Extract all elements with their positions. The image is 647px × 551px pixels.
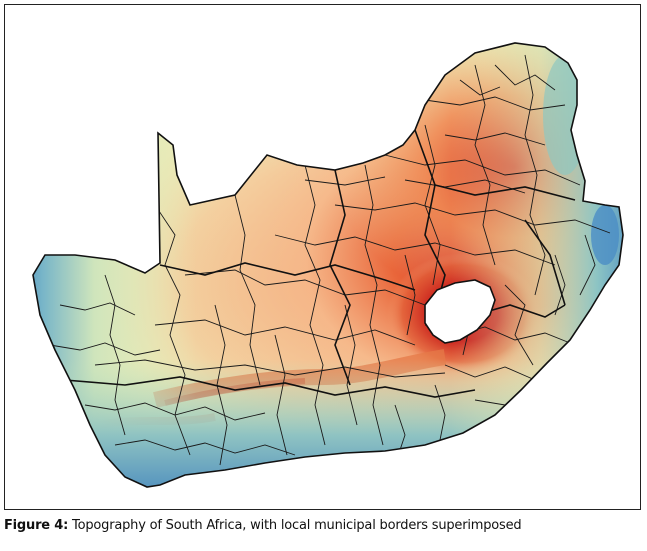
figure-caption-text: Topography of South Africa, with local m… (72, 518, 522, 533)
lesotho-enclave (424, 279, 496, 344)
figure-frame (4, 4, 641, 510)
figure-label: Figure 4: (4, 518, 69, 533)
provincial-borders (64, 129, 576, 398)
topography-map (32, 42, 624, 488)
figure-caption: Figure 4: Topography of South Africa, wi… (4, 518, 643, 533)
country-outline (32, 42, 624, 488)
